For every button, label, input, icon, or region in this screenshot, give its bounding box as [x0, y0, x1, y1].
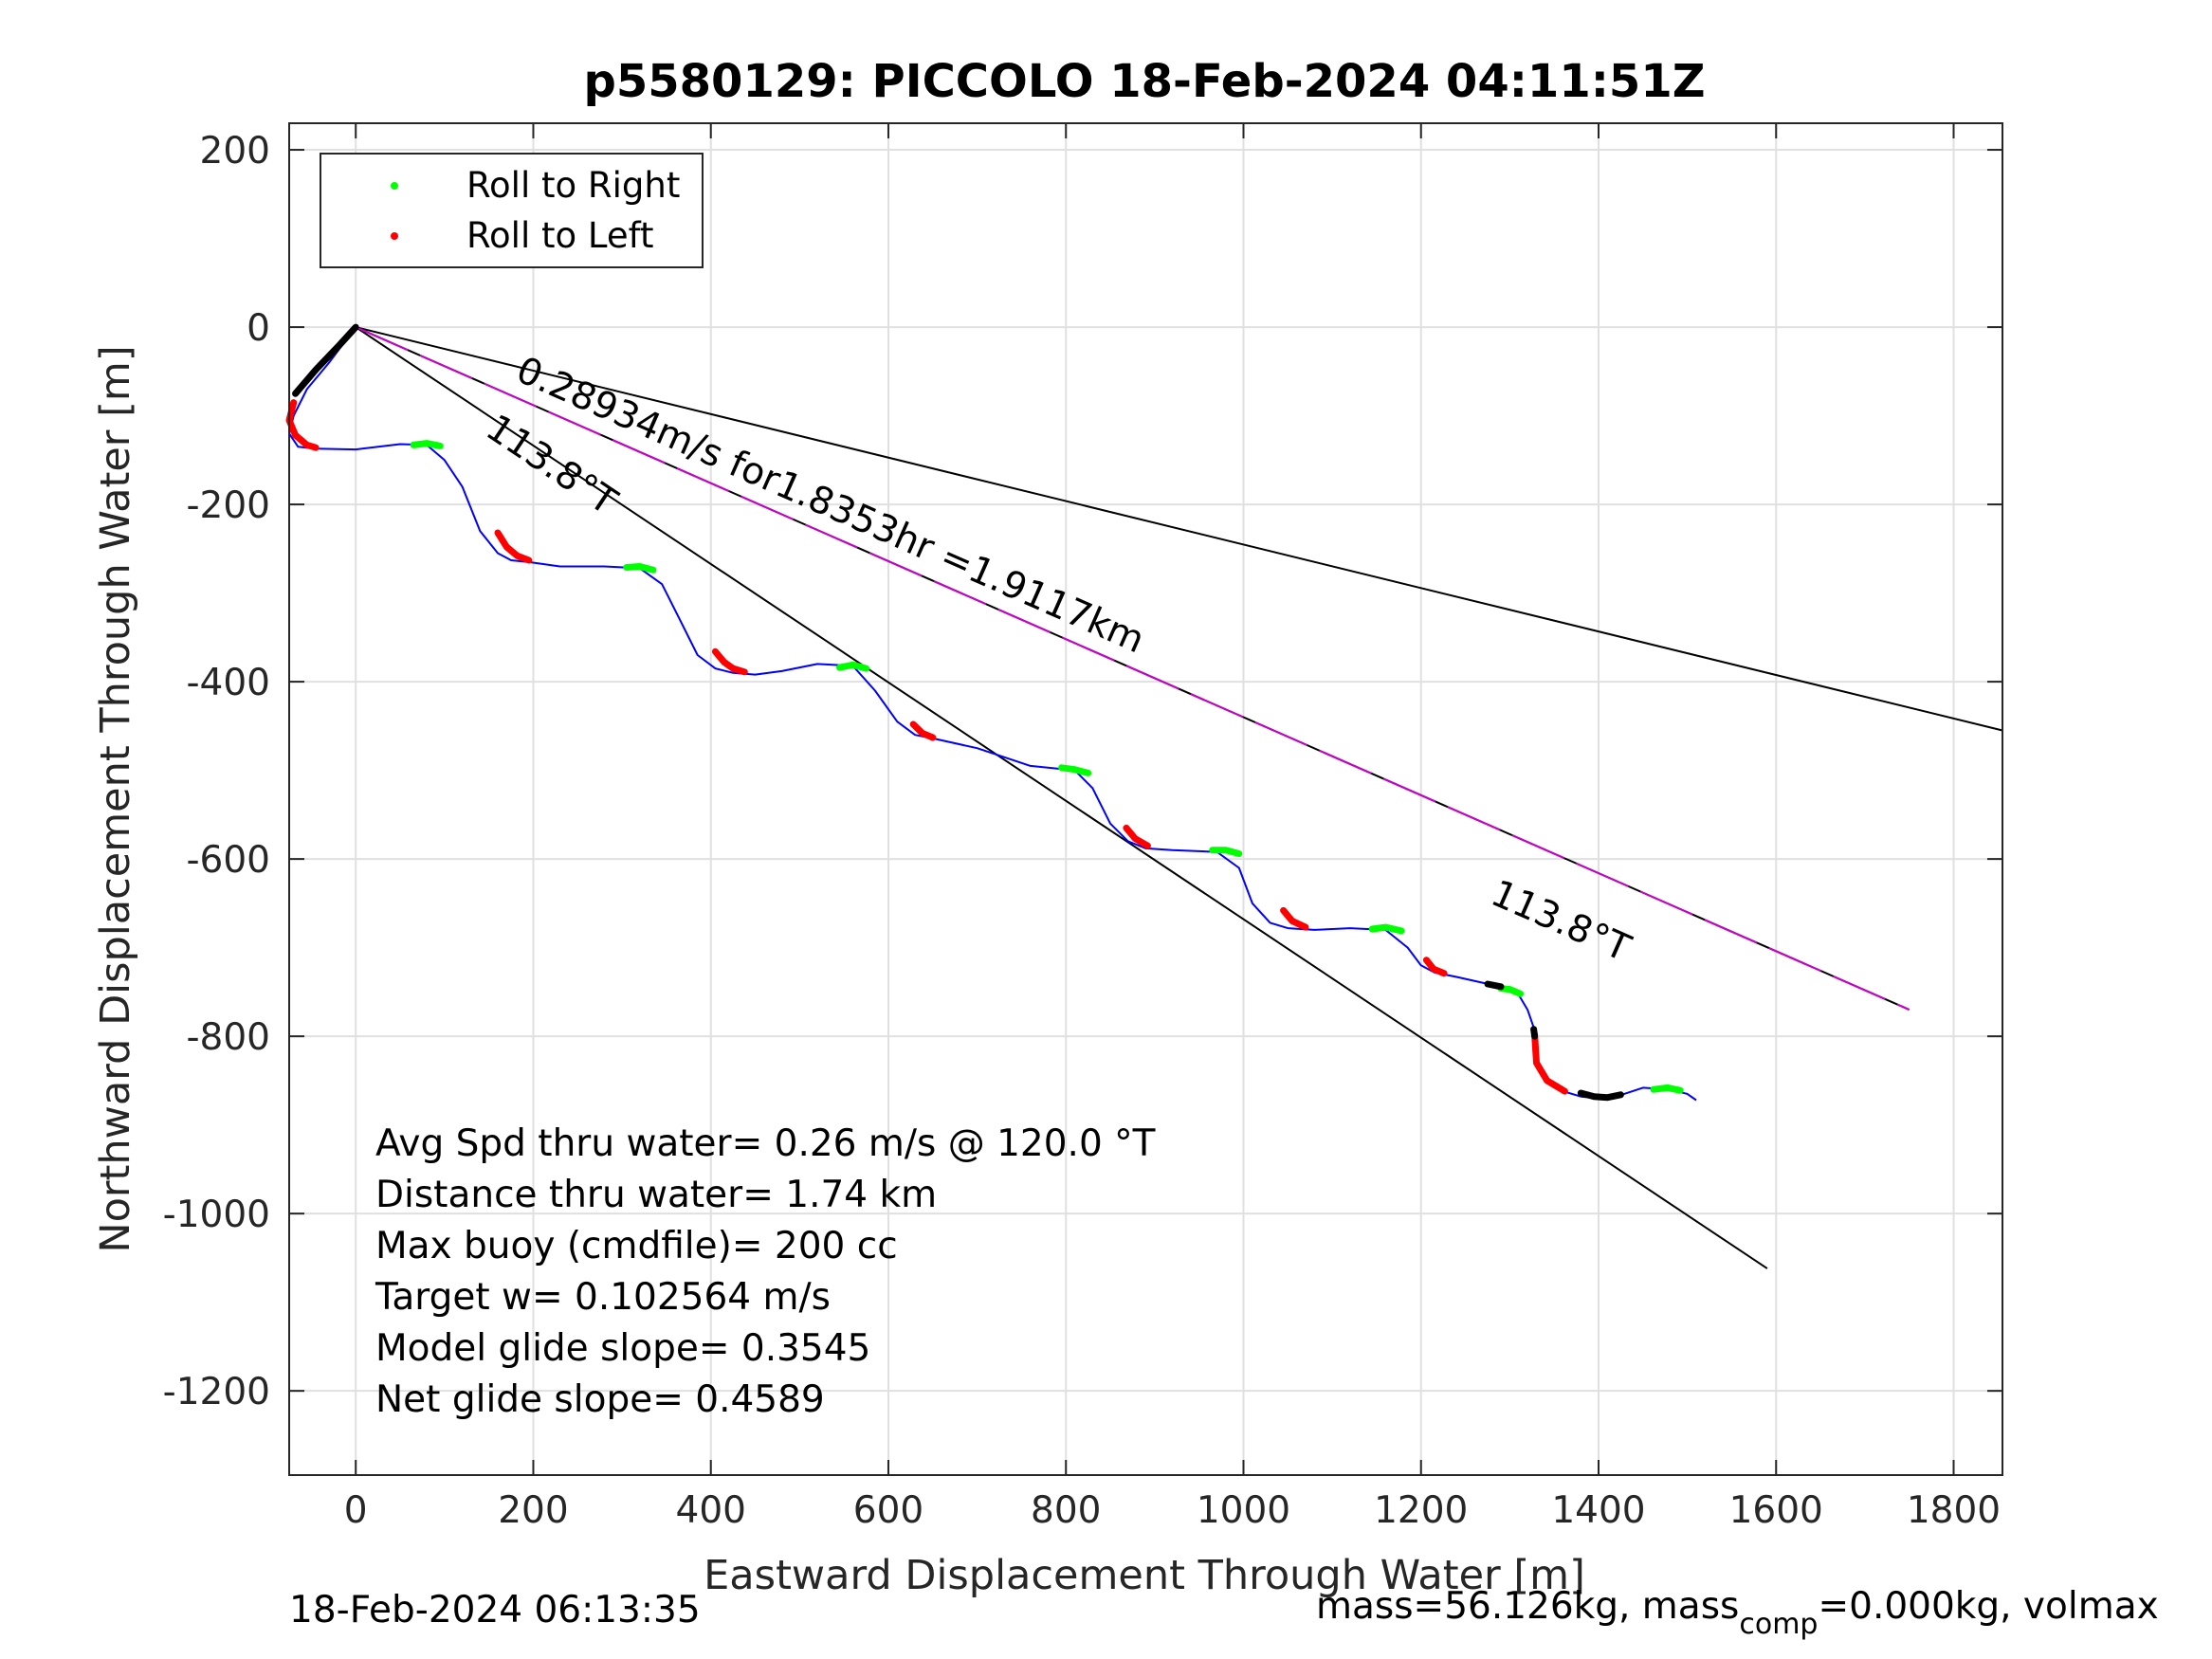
- axes-background: [289, 123, 2002, 1475]
- footer-mass-sub: comp: [1739, 1608, 1818, 1641]
- stat-distance: Distance thru water= 1.74 km: [375, 1174, 937, 1216]
- heading-line: [355, 326, 1768, 1269]
- footer-mass-suffix: =0.000kg, volmax: [1818, 1585, 2158, 1628]
- x-tick-label: 0: [344, 1489, 368, 1532]
- x-tick-label: 1600: [1729, 1489, 1823, 1532]
- stat-model-glide: Model glide slope= 0.3545: [375, 1327, 870, 1370]
- x-tick-label: 800: [1031, 1489, 1101, 1532]
- legend-marker-roll-left: [391, 232, 398, 240]
- y-tick-label: 0: [247, 307, 270, 350]
- roll-left-segment: [1422, 957, 1448, 977]
- plot-area: [285, 122, 2003, 1476]
- surface-segment: [292, 323, 359, 397]
- roll-left-segment: [711, 647, 748, 676]
- chart-title: p5580129: PICCOLO 18-Feb-2024 04:11:51Z: [583, 55, 1705, 108]
- footer-mass-info: mass=56.126kg, masscomp=0.000kg, volmax: [1316, 1585, 2159, 1641]
- legend-label-roll-left: Roll to Left: [466, 215, 654, 256]
- roll-right-segment: [1650, 1084, 1684, 1094]
- y-tick-label: -800: [186, 1016, 270, 1059]
- track-group: [288, 326, 1697, 1102]
- stat-net-glide: Net glide slope= 0.4589: [375, 1378, 825, 1421]
- roll-left-segment: [1531, 1030, 1568, 1095]
- surface-segment: [1577, 1089, 1624, 1102]
- heading-line: [355, 326, 2003, 732]
- stat-avg-speed: Avg Spd thru water= 0.26 m/s @ 120.0 °T: [375, 1122, 1156, 1165]
- footer-mass-prefix: mass=56.126kg, mass: [1316, 1585, 1739, 1628]
- grid: [289, 123, 2002, 1475]
- legend-box: [320, 153, 704, 268]
- y-tick-labels: 200 0 -200 -400 -600 -800 -1000 -1200: [163, 130, 270, 1413]
- roll-right-segment: [623, 563, 657, 574]
- track-line: [288, 326, 1697, 1102]
- heading-lines: [355, 326, 2003, 1269]
- y-tick-label: -200: [186, 484, 270, 527]
- y-tick-label: -600: [186, 839, 270, 882]
- y-tick-label: -1000: [163, 1194, 270, 1236]
- vector-line: [355, 326, 1910, 1012]
- x-axis-label: Eastward Displacement Through Water [m]: [704, 1552, 1585, 1599]
- roll-left-segment: [494, 529, 533, 564]
- roll-left-segment: [285, 399, 320, 451]
- roll-right-segment: [1209, 847, 1243, 857]
- x-tick-label: 200: [498, 1489, 568, 1532]
- footer-timestamp: 18-Feb-2024 06:13:35: [289, 1589, 701, 1632]
- roll-left-segment: [1123, 824, 1151, 849]
- x-tick-labels: 0 200 400 600 800 1000 1200 1400 1600 1800: [344, 1489, 2001, 1532]
- roll-left-segment: [1280, 906, 1309, 931]
- surface-segment: [1484, 980, 1505, 991]
- stat-max-buoy: Max buoy (cmdfile)= 200 cc: [375, 1225, 898, 1267]
- surface-segment: [1530, 1026, 1539, 1040]
- x-tick-label: 1000: [1197, 1489, 1290, 1532]
- roll-right-segment: [836, 661, 870, 672]
- legend-label-roll-right: Roll to Right: [466, 165, 680, 206]
- stats-block: Avg Spd thru water= 0.26 m/s @ 120.0 °T …: [375, 1122, 1156, 1421]
- y-tick-label: 200: [200, 130, 270, 173]
- ticks: [289, 123, 2002, 1475]
- y-tick-label: -1200: [163, 1371, 270, 1413]
- roll-markers: [285, 323, 1684, 1102]
- x-tick-label: 1200: [1374, 1489, 1468, 1532]
- vector-line-group: [355, 326, 1910, 1012]
- roll-right-segment: [1058, 764, 1092, 776]
- x-tick-label: 1400: [1551, 1489, 1645, 1532]
- x-tick-label: 1800: [1907, 1489, 2001, 1532]
- legend-marker-roll-right: [391, 182, 398, 190]
- roll-right-segment: [410, 440, 444, 449]
- axes-box: [288, 122, 2003, 1476]
- stat-target-w: Target w= 0.102564 m/s: [375, 1276, 831, 1319]
- roll-right-segment: [1497, 985, 1525, 997]
- y-axis-label: Northward Displacement Through Water [m]: [92, 345, 139, 1252]
- legend: Roll to Right Roll to Left: [320, 153, 704, 268]
- roll-right-segment: [1368, 923, 1405, 935]
- x-tick-label: 600: [853, 1489, 923, 1532]
- y-tick-label: -400: [186, 662, 270, 704]
- x-tick-label: 400: [676, 1489, 746, 1532]
- roll-left-segment: [909, 720, 937, 741]
